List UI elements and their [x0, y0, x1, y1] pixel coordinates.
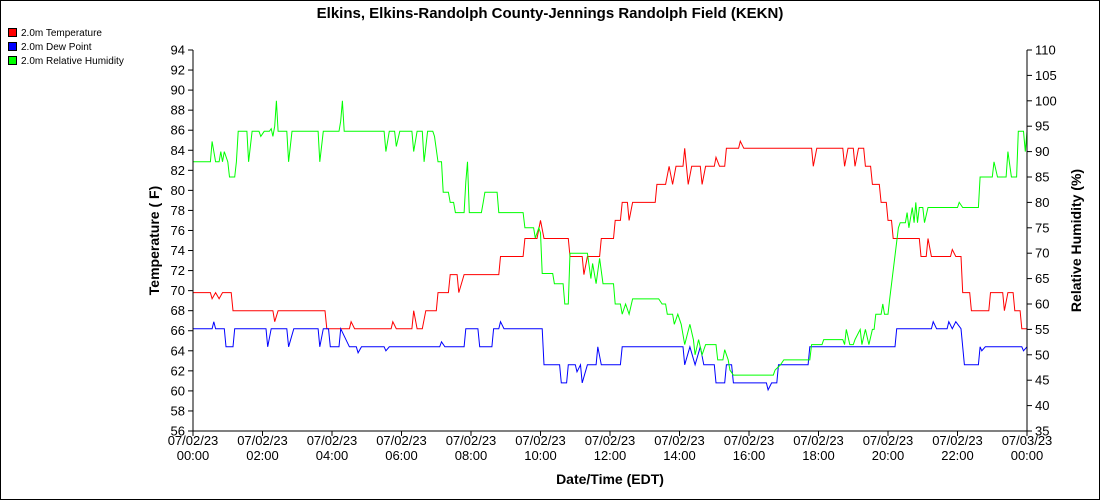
y-right-tick-label: 105 [1035, 68, 1057, 83]
x-tick-label-time: 16:00 [733, 448, 766, 463]
x-axis-title: Date/Time (EDT) [556, 471, 664, 487]
y-right-tick-label: 60 [1035, 297, 1049, 312]
dew-point-series-line [193, 320, 1028, 392]
legend-swatch-temperature [8, 28, 17, 37]
y-left-tick-label: 88 [171, 103, 185, 118]
y-left-tick-label: 58 [171, 403, 185, 418]
y-left-axis-title: Temperature ( F) [146, 186, 162, 295]
y-left-tick-label: 80 [171, 183, 185, 198]
y-left-tick-label: 78 [171, 203, 185, 218]
y-right-tick-label: 40 [1035, 398, 1049, 413]
x-tick-label-date: 07/02/23 [793, 433, 844, 448]
y-right-tick-label: 85 [1035, 170, 1049, 185]
y-right-tick-label: 70 [1035, 246, 1049, 261]
y-left-tick-label: 90 [171, 83, 185, 98]
y-right-tick-label: 50 [1035, 347, 1049, 362]
x-tick-label-time: 18:00 [802, 448, 835, 463]
y-left-tick-label: 56 [171, 424, 185, 439]
x-tick-label-date: 07/02/23 [863, 433, 914, 448]
x-tick-label-time: 02:00 [246, 448, 279, 463]
y-left-tick-label: 82 [171, 163, 185, 178]
y-left-tick-label: 70 [171, 283, 185, 298]
x-tick-label-time: 08:00 [455, 448, 488, 463]
y-left-tick-label: 68 [171, 303, 185, 318]
y-left-tick-label: 84 [171, 143, 185, 158]
x-tick-label-date: 07/02/23 [237, 433, 288, 448]
legend: 2.0m Temperature 2.0m Dew Point 2.0m Rel… [8, 27, 124, 69]
y-right-axis-title: Relative Humidity (%) [1068, 169, 1084, 312]
y-left-tick-label: 72 [171, 263, 185, 278]
x-tick-label-date: 07/03/23 [1002, 433, 1053, 448]
x-tick-label-time: 12:00 [594, 448, 627, 463]
legend-label-temperature: 2.0m Temperature [21, 28, 102, 39]
relative-humidity-series-line [193, 100, 1028, 376]
y-left-tick-label: 64 [171, 343, 185, 358]
legend-label-dew-point: 2.0m Dew Point [21, 42, 92, 53]
x-tick-label-date: 07/02/23 [168, 433, 219, 448]
y-left-tick-label: 74 [171, 243, 185, 258]
x-tick-label-time: 04:00 [316, 448, 349, 463]
legend-item-dew-point: 2.0m Dew Point [8, 41, 124, 55]
chart-title: Elkins, Elkins-Randolph County-Jennings … [316, 5, 784, 22]
x-tick-label-time: 14:00 [663, 448, 696, 463]
x-tick-label-date: 07/02/23 [724, 433, 775, 448]
x-tick-label-date: 07/02/23 [376, 433, 427, 448]
x-tick-label-time: 00:00 [1011, 448, 1044, 463]
y-left-tick-label: 66 [171, 323, 185, 338]
y-left-tick-label: 86 [171, 123, 185, 138]
y-right-tick-label: 75 [1035, 220, 1049, 235]
x-tick-label-date: 07/02/23 [515, 433, 566, 448]
y-left-tick-label: 76 [171, 223, 185, 238]
x-tick-label-date: 07/02/23 [446, 433, 497, 448]
legend-swatch-relative-humidity [8, 56, 17, 65]
x-tick-label-time: 20:00 [872, 448, 905, 463]
x-tick-label-time: 06:00 [385, 448, 418, 463]
y-right-tick-label: 45 [1035, 373, 1049, 388]
y-right-tick-label: 100 [1035, 93, 1057, 108]
y-right-tick-label: 95 [1035, 119, 1049, 134]
y-right-tick-label: 80 [1035, 195, 1049, 210]
x-tick-label-date: 07/02/23 [585, 433, 636, 448]
legend-swatch-dew-point [8, 42, 17, 51]
legend-label-relative-humidity: 2.0m Relative Humidity [21, 56, 124, 67]
y-left-tick-label: 62 [171, 363, 185, 378]
y-right-tick-label: 110 [1035, 43, 1056, 58]
y-right-tick-label: 35 [1035, 424, 1049, 439]
x-tick-label-time: 10:00 [524, 448, 557, 463]
y-left-tick-label: 92 [171, 63, 185, 78]
x-tick-label-date: 07/02/23 [307, 433, 358, 448]
legend-item-temperature: 2.0m Temperature [8, 27, 124, 41]
y-right-tick-label: 65 [1035, 271, 1049, 286]
y-right-tick-label: 90 [1035, 144, 1049, 159]
y-left-tick-label: 94 [171, 43, 185, 58]
x-tick-label-time: 22:00 [941, 448, 974, 463]
legend-item-relative-humidity: 2.0m Relative Humidity [8, 55, 124, 69]
x-tick-label-date: 07/02/23 [932, 433, 983, 448]
x-tick-label-date: 07/02/23 [654, 433, 705, 448]
temperature-series-line [193, 139, 1027, 330]
y-right-tick-label: 55 [1035, 322, 1049, 337]
x-tick-label-time: 00:00 [177, 448, 210, 463]
y-left-tick-label: 60 [171, 383, 185, 398]
